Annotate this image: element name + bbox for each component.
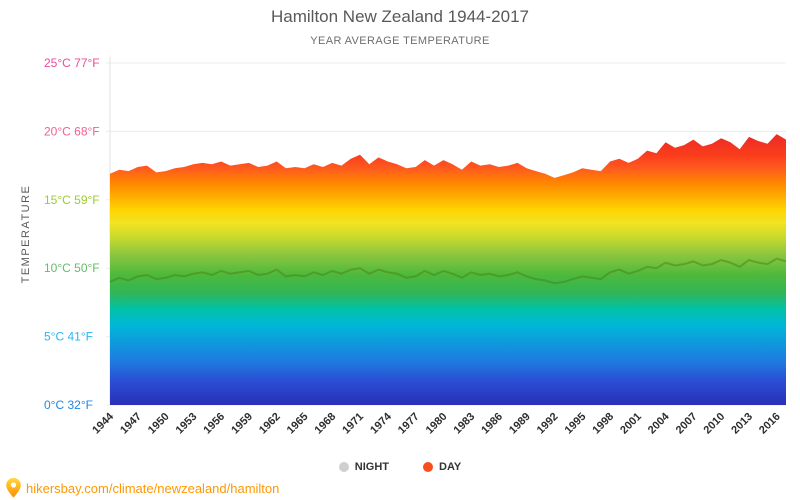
page-title: Hamilton New Zealand 1944-2017 — [271, 7, 529, 26]
x-tick-label: 2016 — [757, 411, 783, 437]
x-tick-label: 1995 — [563, 411, 589, 437]
location-pin-icon — [6, 478, 21, 498]
x-tick-label: 1971 — [340, 411, 366, 437]
y-tick-label: 5°C 41°F — [44, 330, 93, 344]
x-tick-label: 1974 — [368, 410, 394, 436]
legend-item-day[interactable]: DAY — [423, 461, 461, 473]
x-tick-label: 1950 — [146, 411, 172, 437]
day-dot-icon — [423, 462, 433, 472]
x-tick-label: 1986 — [479, 411, 505, 437]
x-tick-label: 2010 — [702, 411, 728, 437]
y-tick-label: 15°C 59°F — [44, 193, 100, 207]
y-tick-label: 25°C 77°F — [44, 56, 100, 70]
footer: hikersbay.com/climate/newzealand/hamilto… — [6, 478, 279, 498]
x-tick-label: 1944 — [90, 410, 116, 436]
x-tick-label: 1989 — [507, 411, 533, 437]
x-tick-label: 1980 — [424, 411, 450, 437]
x-tick-label: 1953 — [174, 411, 200, 437]
x-tick-label: 1983 — [452, 411, 478, 437]
x-tick-label: 2001 — [618, 411, 644, 437]
day-temperature-area — [110, 134, 786, 405]
x-tick-label: 1947 — [118, 411, 144, 437]
x-tick-label: 1956 — [201, 411, 227, 437]
legend: NIGHT DAY — [0, 461, 800, 473]
y-tick-label: 0°C 32°F — [44, 398, 93, 412]
x-tick-label: 1962 — [257, 411, 283, 437]
x-tick-label: 2013 — [729, 411, 755, 437]
night-temperature-line — [109, 257, 787, 285]
x-tick-label: 2007 — [674, 411, 700, 437]
x-tick-label: 1968 — [313, 411, 339, 437]
temperature-area-chart: 25°C 77°F 20°C 68°F 15°C 59°F 10°C 50°F 5°C … — [44, 56, 787, 437]
x-tick-label: 2004 — [646, 410, 672, 436]
legend-night-label: NIGHT — [354, 461, 389, 473]
legend-day-label: DAY — [439, 461, 462, 473]
x-tick-label: 1959 — [229, 411, 255, 437]
x-tick-label: 1965 — [285, 411, 311, 437]
y-tick-label: 20°C 68°F — [44, 124, 100, 138]
x-tick-label: 1998 — [590, 411, 616, 437]
night-dot-icon — [338, 462, 349, 472]
footer-url[interactable]: hikersbay.com/climate/newzealand/hamilto… — [26, 480, 280, 496]
legend-item-night[interactable]: NIGHT — [338, 461, 389, 473]
x-tick-label: 1992 — [535, 411, 561, 437]
y-tick-label: 10°C 50°F — [44, 261, 100, 275]
chart-subtitle: YEAR AVERAGE TEMPERATURE — [310, 35, 490, 47]
x-tick-label: 1977 — [396, 411, 422, 437]
